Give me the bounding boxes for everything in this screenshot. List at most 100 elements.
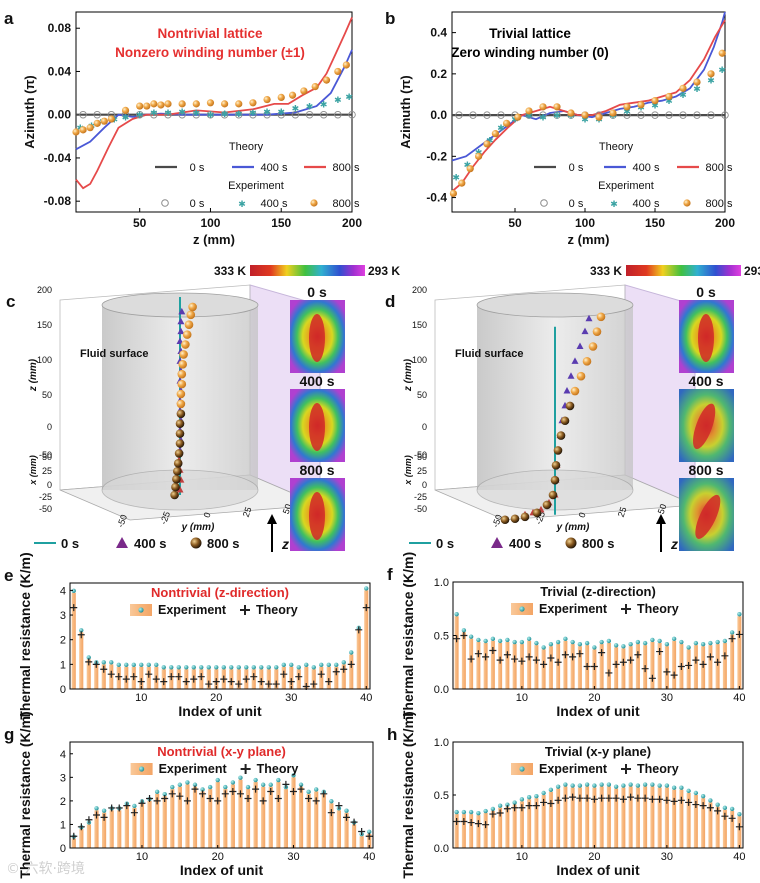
theory-marker xyxy=(355,626,363,634)
theory-marker xyxy=(153,797,161,805)
theory-marker xyxy=(160,678,168,686)
experiment-point xyxy=(722,805,728,811)
legend-marker: ✱ xyxy=(610,199,618,209)
theory-marker xyxy=(641,665,649,673)
theory-marker xyxy=(191,785,199,793)
x-tick-label: 50 xyxy=(508,216,522,230)
theory-marker xyxy=(85,816,93,824)
theory-marker xyxy=(242,675,250,683)
data-point xyxy=(249,110,257,119)
ball-marker xyxy=(588,342,598,351)
data-point: ✱ xyxy=(277,107,285,117)
theory-marker xyxy=(569,653,577,661)
data-point xyxy=(150,100,158,108)
experiment-point xyxy=(577,642,583,647)
theory-marker xyxy=(590,795,598,803)
data-point xyxy=(707,70,715,78)
experiment-point xyxy=(454,809,459,815)
theory-marker xyxy=(467,655,475,663)
x-tick-label: 200 xyxy=(715,216,735,230)
panel-title: Trivial (z-direction) xyxy=(540,584,656,599)
thermal-hotspot xyxy=(695,494,721,539)
experiment-bar xyxy=(454,616,459,689)
experiment-point xyxy=(185,780,190,785)
experiment-point xyxy=(577,783,583,788)
legend-label: 800 s xyxy=(333,162,360,174)
theory-marker xyxy=(590,663,598,671)
data-point xyxy=(263,95,271,104)
data-point xyxy=(322,76,331,84)
data-point xyxy=(693,78,701,86)
experiment-bar xyxy=(541,649,546,689)
experiment-bar xyxy=(606,642,611,689)
experiment-point xyxy=(642,640,648,646)
data-point: ✱ xyxy=(221,109,229,119)
x-axis-label: z (mm) xyxy=(193,232,235,247)
theory-marker xyxy=(146,795,154,803)
experiment-point xyxy=(708,798,713,803)
experiment-bar xyxy=(563,640,568,689)
experiment-bar xyxy=(276,782,281,848)
panel-letter: g xyxy=(4,725,14,744)
experiment-point xyxy=(268,782,273,787)
experiment-bar xyxy=(672,640,677,689)
data-point xyxy=(466,165,474,173)
data-point xyxy=(665,111,673,119)
data-point xyxy=(192,100,200,108)
experiment-bar xyxy=(512,644,517,689)
y-tick-label: 0.04 xyxy=(48,64,72,78)
theory-marker xyxy=(342,813,350,821)
data-point xyxy=(595,113,603,121)
data-point xyxy=(206,110,215,119)
theory-marker xyxy=(227,678,235,686)
experiment-bar xyxy=(283,789,288,848)
experiment-bar xyxy=(311,669,316,689)
experiment-bar xyxy=(266,669,271,689)
data-point xyxy=(567,109,575,117)
theory-marker xyxy=(325,678,333,686)
experiment-point xyxy=(260,782,266,787)
y-tick-label: 50 xyxy=(656,503,669,516)
legend-theory-swatch xyxy=(240,764,251,774)
theory-marker xyxy=(161,795,169,803)
legend-label: 0 s xyxy=(61,536,79,551)
data-point xyxy=(206,99,215,107)
theory-marker xyxy=(199,790,207,798)
experiment-point xyxy=(177,782,183,787)
experiment-point xyxy=(223,784,228,790)
y-tick-label: 1 xyxy=(60,659,66,671)
z-tick-label: 150 xyxy=(37,320,52,330)
ball-marker xyxy=(174,449,184,458)
experiment-bar xyxy=(657,642,662,689)
legend-label: 400 s xyxy=(261,198,288,210)
z-tick-label: 100 xyxy=(412,355,427,365)
theory-marker xyxy=(453,635,461,643)
theory-marker xyxy=(735,630,743,638)
ball-marker xyxy=(582,357,592,366)
ball-marker xyxy=(179,350,188,359)
theory-marker xyxy=(108,804,116,812)
y-axis-label: Thermal resistance (K/m) xyxy=(400,552,416,719)
experiment-bar xyxy=(101,664,106,689)
experiment-bar xyxy=(490,810,495,848)
theory-marker xyxy=(77,823,85,831)
legend-marker xyxy=(190,537,202,549)
experiment-point xyxy=(599,639,604,645)
x-tick-label: -50 xyxy=(414,504,427,514)
experiment-point xyxy=(490,806,496,812)
theory-marker xyxy=(656,795,664,803)
data-point xyxy=(121,106,130,114)
y-tick-label: 3 xyxy=(60,772,66,784)
experiment-point xyxy=(628,642,633,647)
experiment-bar xyxy=(730,810,735,848)
experiment-bar xyxy=(469,638,474,689)
legend-title: Experiment xyxy=(228,180,284,192)
theory-marker xyxy=(362,604,370,612)
x-tick-label: 40 xyxy=(733,692,745,704)
data-point: ✱ xyxy=(475,148,483,158)
data-point: ✱ xyxy=(150,108,158,118)
theory-marker xyxy=(467,819,475,827)
experiment-bar xyxy=(672,789,677,848)
data-point xyxy=(135,110,144,119)
data-point xyxy=(305,110,314,119)
